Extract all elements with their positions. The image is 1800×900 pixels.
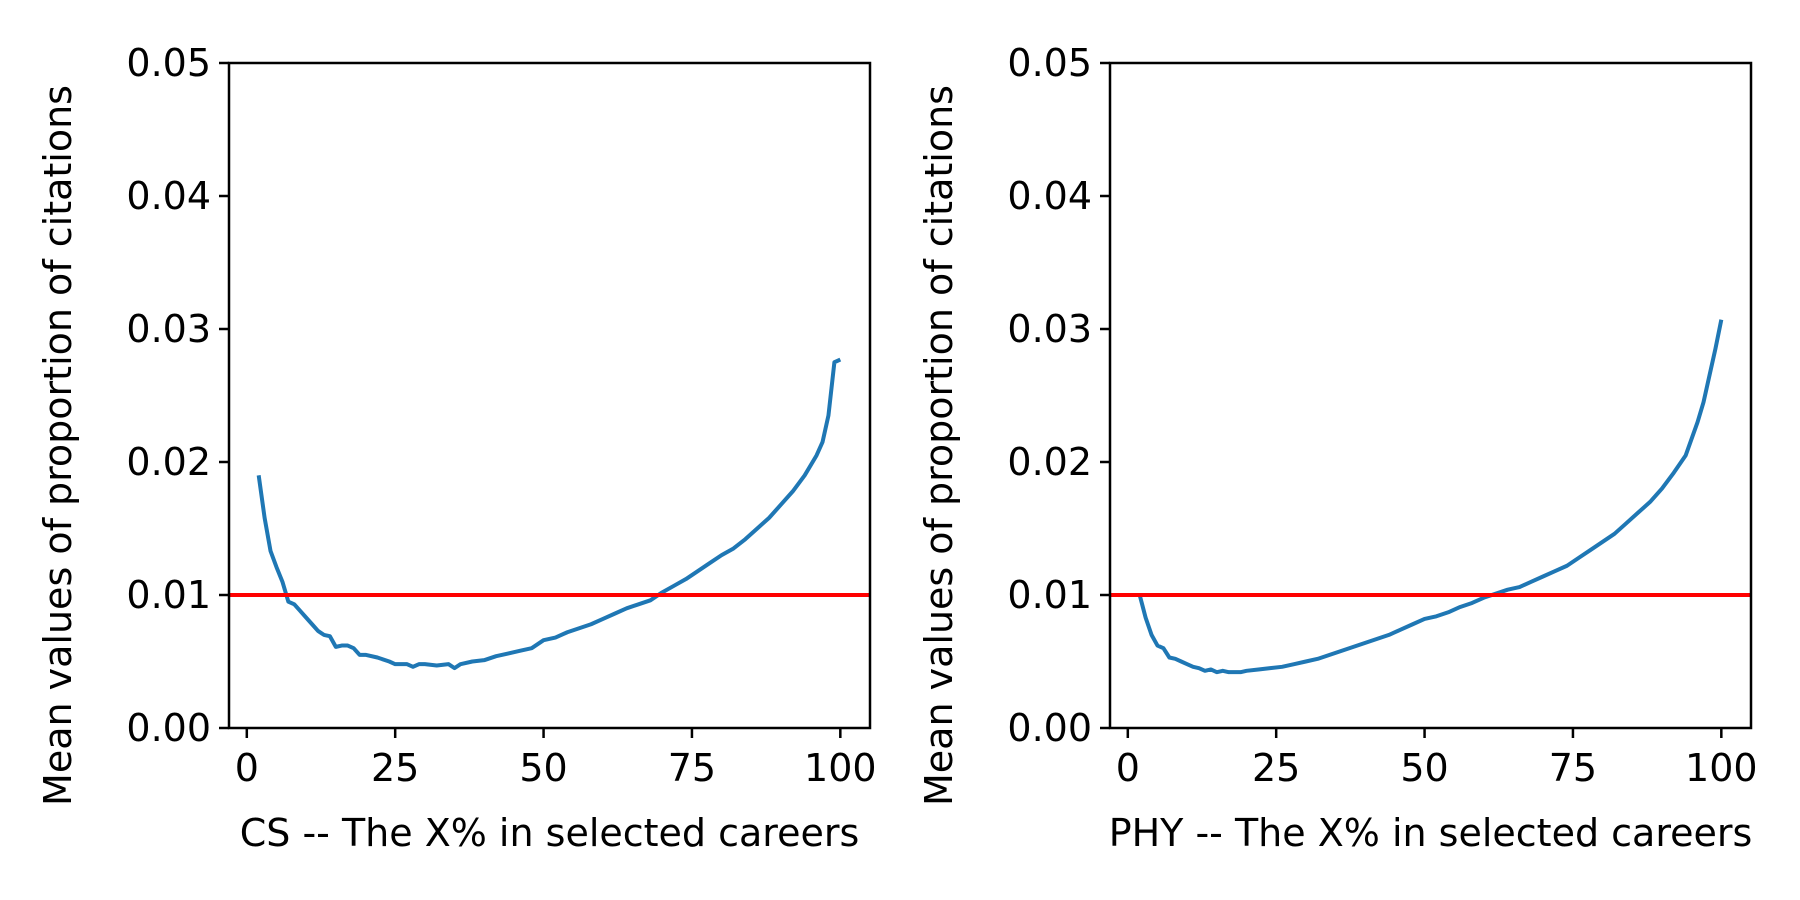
y-tick-label: 0.04 bbox=[126, 174, 211, 218]
y-tick-label: 0.03 bbox=[1007, 307, 1092, 351]
x-tick-label: 75 bbox=[1549, 746, 1597, 790]
y-tick-label: 0.01 bbox=[126, 573, 211, 617]
x-tick-label: 50 bbox=[519, 746, 567, 790]
plot-frame bbox=[1108, 61, 1753, 730]
x-axis-label: PHY -- The X% in selected careers bbox=[1109, 811, 1753, 855]
x-tick-label: 25 bbox=[371, 746, 419, 790]
x-tick-label: 100 bbox=[804, 746, 877, 790]
chart-panel-1: 0 25 50 75 100 0.00 0.01 0.02 0.03 0.04 0.05 CS -- … bbox=[36, 41, 877, 855]
x-tick-label: 100 bbox=[1685, 746, 1758, 790]
x-tick-label: 75 bbox=[668, 746, 716, 790]
y-tick-label: 0.03 bbox=[126, 307, 211, 351]
y-tick-label: 0.01 bbox=[1007, 573, 1092, 617]
y-tick-label: 0.02 bbox=[126, 440, 211, 484]
series-line-1 bbox=[256, 357, 842, 671]
x-axis-label: CS -- The X% in selected careers bbox=[240, 811, 860, 855]
y-tick-label: 0.04 bbox=[1007, 174, 1092, 218]
y-tick-label: 0.00 bbox=[126, 706, 211, 750]
series-line-1 bbox=[1137, 319, 1724, 675]
x-tick-label: 25 bbox=[1252, 746, 1300, 790]
y-axis-label: Mean values of proportion of citations bbox=[36, 85, 80, 806]
x-tick-label: 0 bbox=[1116, 746, 1140, 790]
y-axis-label: Mean values of proportion of citations bbox=[917, 85, 961, 806]
plot-frame bbox=[227, 61, 872, 730]
y-tick-label: 0.02 bbox=[1007, 440, 1092, 484]
x-tick-label: 50 bbox=[1400, 746, 1448, 790]
y-tick-label: 0.05 bbox=[1007, 41, 1092, 85]
y-tick-label: 0.00 bbox=[1007, 706, 1092, 750]
chart-panel-2: 0 25 50 75 100 0.00 0.01 0.02 0.03 0.04 0.05 PHY --… bbox=[917, 41, 1758, 855]
y-tick-label: 0.05 bbox=[126, 41, 211, 85]
x-tick-label: 0 bbox=[235, 746, 259, 790]
